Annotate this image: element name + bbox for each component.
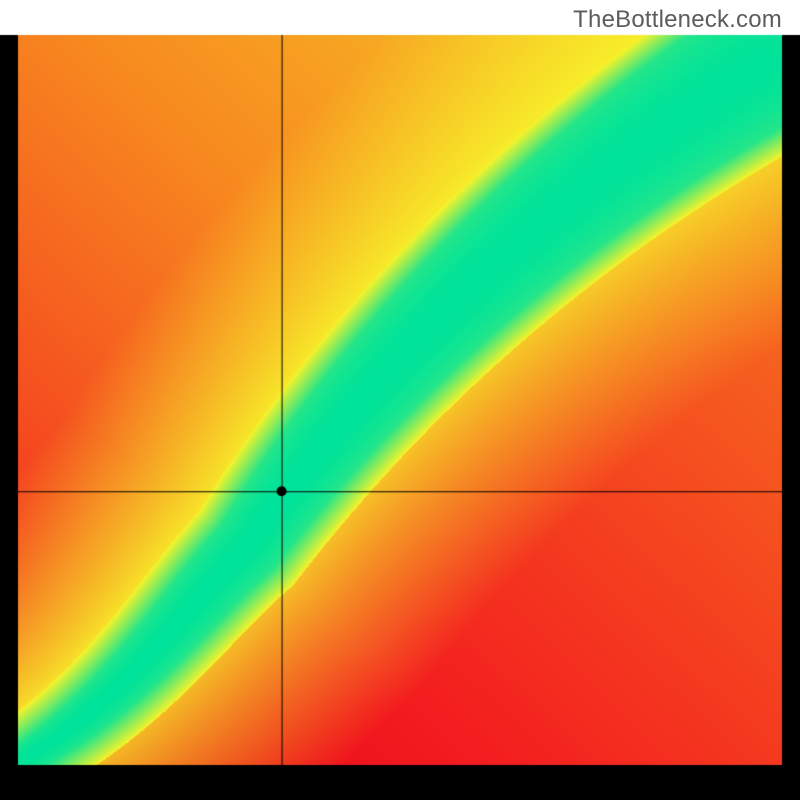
chart-container: TheBottleneck.com bbox=[0, 0, 800, 800]
heatmap-canvas bbox=[0, 0, 800, 800]
watermark-text: TheBottleneck.com bbox=[573, 6, 782, 34]
